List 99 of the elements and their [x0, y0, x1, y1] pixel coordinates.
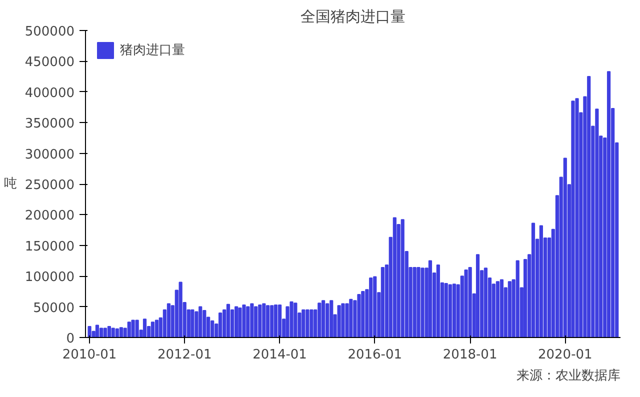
bar — [349, 298, 353, 338]
bar — [326, 303, 330, 338]
bar — [131, 320, 135, 338]
bar — [563, 158, 567, 338]
y-tick-label: 0 — [66, 332, 75, 346]
bar — [508, 281, 512, 338]
bar — [150, 322, 155, 338]
bar — [254, 306, 258, 338]
bar — [278, 304, 282, 338]
bar — [330, 300, 334, 338]
bar — [190, 309, 194, 338]
bar — [452, 284, 456, 338]
bar — [218, 312, 222, 338]
bar — [115, 328, 119, 338]
bar — [302, 309, 306, 338]
bar — [428, 260, 432, 338]
bar — [484, 268, 488, 338]
bar — [345, 303, 349, 338]
y-tick-label: 150000 — [24, 239, 75, 254]
bar — [266, 305, 270, 338]
bar — [270, 305, 274, 338]
bar — [111, 328, 115, 338]
bar — [246, 306, 250, 338]
x-tick-label: 2018-01 — [442, 348, 498, 362]
y-axis-title: 吨 — [4, 176, 17, 192]
bar — [400, 219, 404, 338]
bar — [210, 320, 214, 338]
bar — [500, 279, 504, 338]
bar — [516, 260, 520, 338]
bar — [107, 326, 112, 338]
y-tick-label: 400000 — [24, 86, 75, 101]
bar — [202, 310, 206, 338]
bar — [258, 304, 262, 338]
bar — [468, 267, 472, 338]
y-tick-label: 500000 — [24, 24, 75, 40]
bar — [436, 264, 440, 338]
bar — [322, 300, 326, 338]
bar — [310, 309, 314, 338]
bar — [416, 267, 420, 338]
bar — [242, 304, 246, 338]
y-tick-label: 450000 — [24, 55, 75, 70]
bar — [412, 267, 416, 338]
bar — [606, 71, 611, 338]
chart-title: 全国猪肉进口量 — [300, 8, 406, 26]
bar — [198, 306, 202, 338]
bar — [448, 284, 452, 338]
bar — [99, 328, 104, 338]
bar — [392, 217, 396, 338]
bar — [274, 304, 278, 338]
bar — [95, 324, 100, 338]
bar — [595, 108, 599, 338]
bar — [444, 282, 448, 338]
bar — [306, 309, 310, 338]
bar — [318, 302, 322, 338]
bar — [337, 305, 341, 338]
x-tick-label: 2016-01 — [348, 348, 402, 362]
bar — [154, 320, 159, 338]
bar — [380, 267, 384, 338]
y-tick-label: 300000 — [24, 147, 75, 162]
bar — [357, 294, 361, 338]
bar — [361, 290, 365, 338]
bar — [178, 282, 182, 338]
y-tick-label: 200000 — [24, 208, 75, 224]
y-tick-label: 50000 — [33, 300, 75, 316]
bar — [234, 306, 238, 338]
y-tick-label: 100000 — [24, 270, 75, 286]
y-tick-label: 350000 — [24, 116, 75, 132]
bar — [127, 322, 131, 338]
bar — [539, 225, 543, 338]
bar — [226, 304, 230, 338]
bar — [587, 76, 591, 338]
bar — [420, 268, 424, 338]
bar — [531, 222, 536, 338]
source-note: 来源：农业数据库 — [516, 368, 620, 384]
bar — [166, 303, 171, 338]
bar — [496, 281, 500, 338]
bar — [369, 277, 373, 338]
bar — [373, 276, 377, 338]
x-tick-label: 2014-01 — [252, 348, 307, 362]
bar — [119, 327, 123, 338]
bar — [571, 100, 575, 338]
legend-label: 猪肉进口量 — [120, 42, 185, 59]
bar — [88, 326, 92, 338]
bar — [103, 328, 107, 338]
bar — [341, 303, 345, 338]
y-tick-label: 250000 — [24, 178, 75, 193]
x-tick-label: 2010-01 — [62, 348, 117, 362]
bar — [238, 308, 242, 338]
x-tick-label: 2012-01 — [157, 348, 212, 362]
x-tick-label: 2020-01 — [538, 348, 592, 362]
bar — [476, 254, 480, 338]
bar — [142, 318, 147, 338]
bar — [575, 98, 579, 338]
bar — [250, 303, 254, 338]
bar — [294, 302, 298, 338]
bar — [262, 303, 266, 338]
bar — [290, 301, 294, 338]
bar — [135, 320, 139, 338]
bar — [464, 269, 468, 338]
